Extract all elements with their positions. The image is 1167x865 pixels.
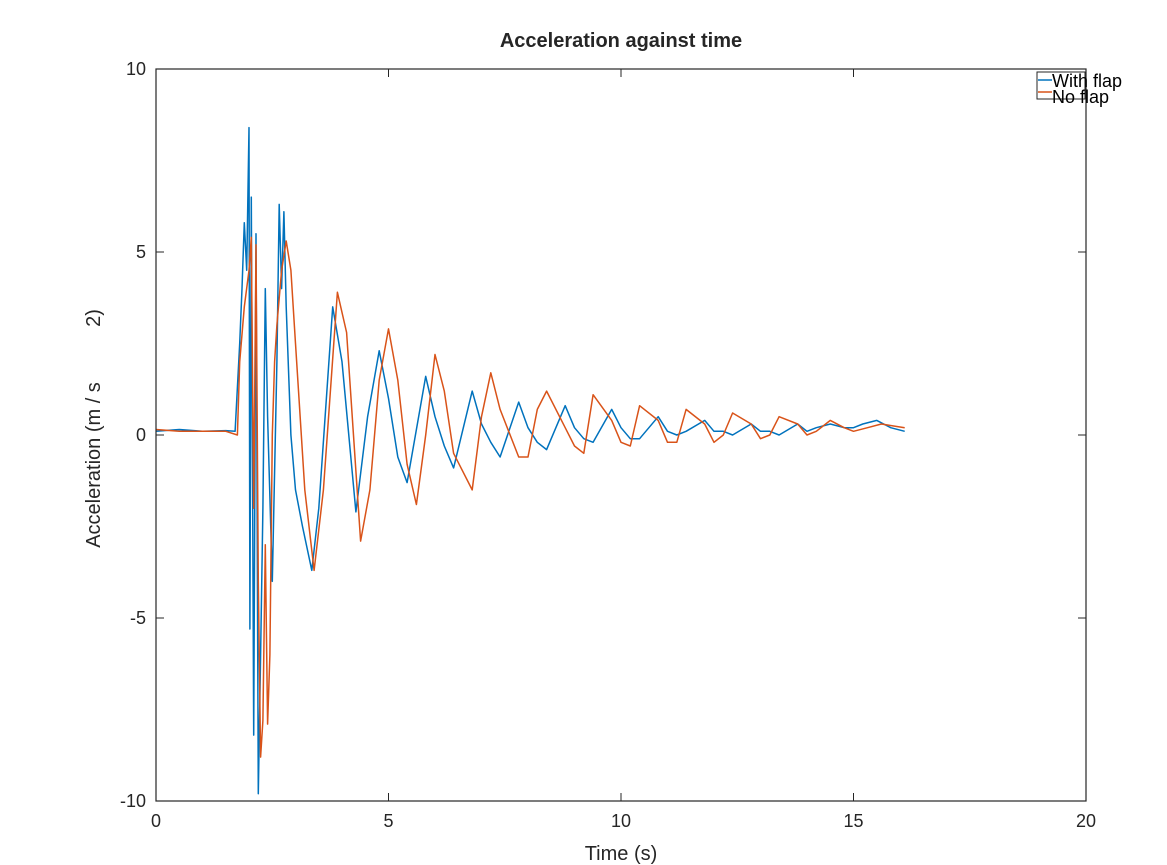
y-tick-label: -10	[120, 791, 146, 811]
y-tick-label: -5	[130, 608, 146, 628]
plot-area: 0 5 10 15 20 -10 -5 0 5 10	[120, 59, 1096, 831]
series-layer	[155, 126, 905, 795]
x-tick-label: 10	[611, 811, 631, 831]
x-tick-label: 0	[151, 811, 161, 831]
ticks-layer: 0 5 10 15 20 -10 -5 0 5 10	[120, 59, 1096, 831]
y-axis-label: Acceleration (m / s	[83, 382, 105, 548]
y-tick-label: 10	[126, 59, 146, 79]
legend: With flap No flap	[1036, 71, 1122, 107]
legend-label-with-flap: With flap	[1052, 71, 1122, 91]
x-axis-label: Time (s)	[585, 843, 658, 865]
legend-label-no-flap: No flap	[1052, 87, 1109, 107]
series-line-no-flap	[155, 236, 905, 758]
x-tick-label: 20	[1076, 811, 1096, 831]
chart-title: Acceleration against time	[500, 30, 742, 52]
y-tick-label: 5	[136, 242, 146, 262]
y-axis-label-superscript: 2)	[83, 309, 105, 327]
y-tick-label: 0	[136, 425, 146, 445]
x-tick-label: 5	[383, 811, 393, 831]
legend-box	[1036, 71, 1086, 100]
x-tick-label: 15	[843, 811, 863, 831]
